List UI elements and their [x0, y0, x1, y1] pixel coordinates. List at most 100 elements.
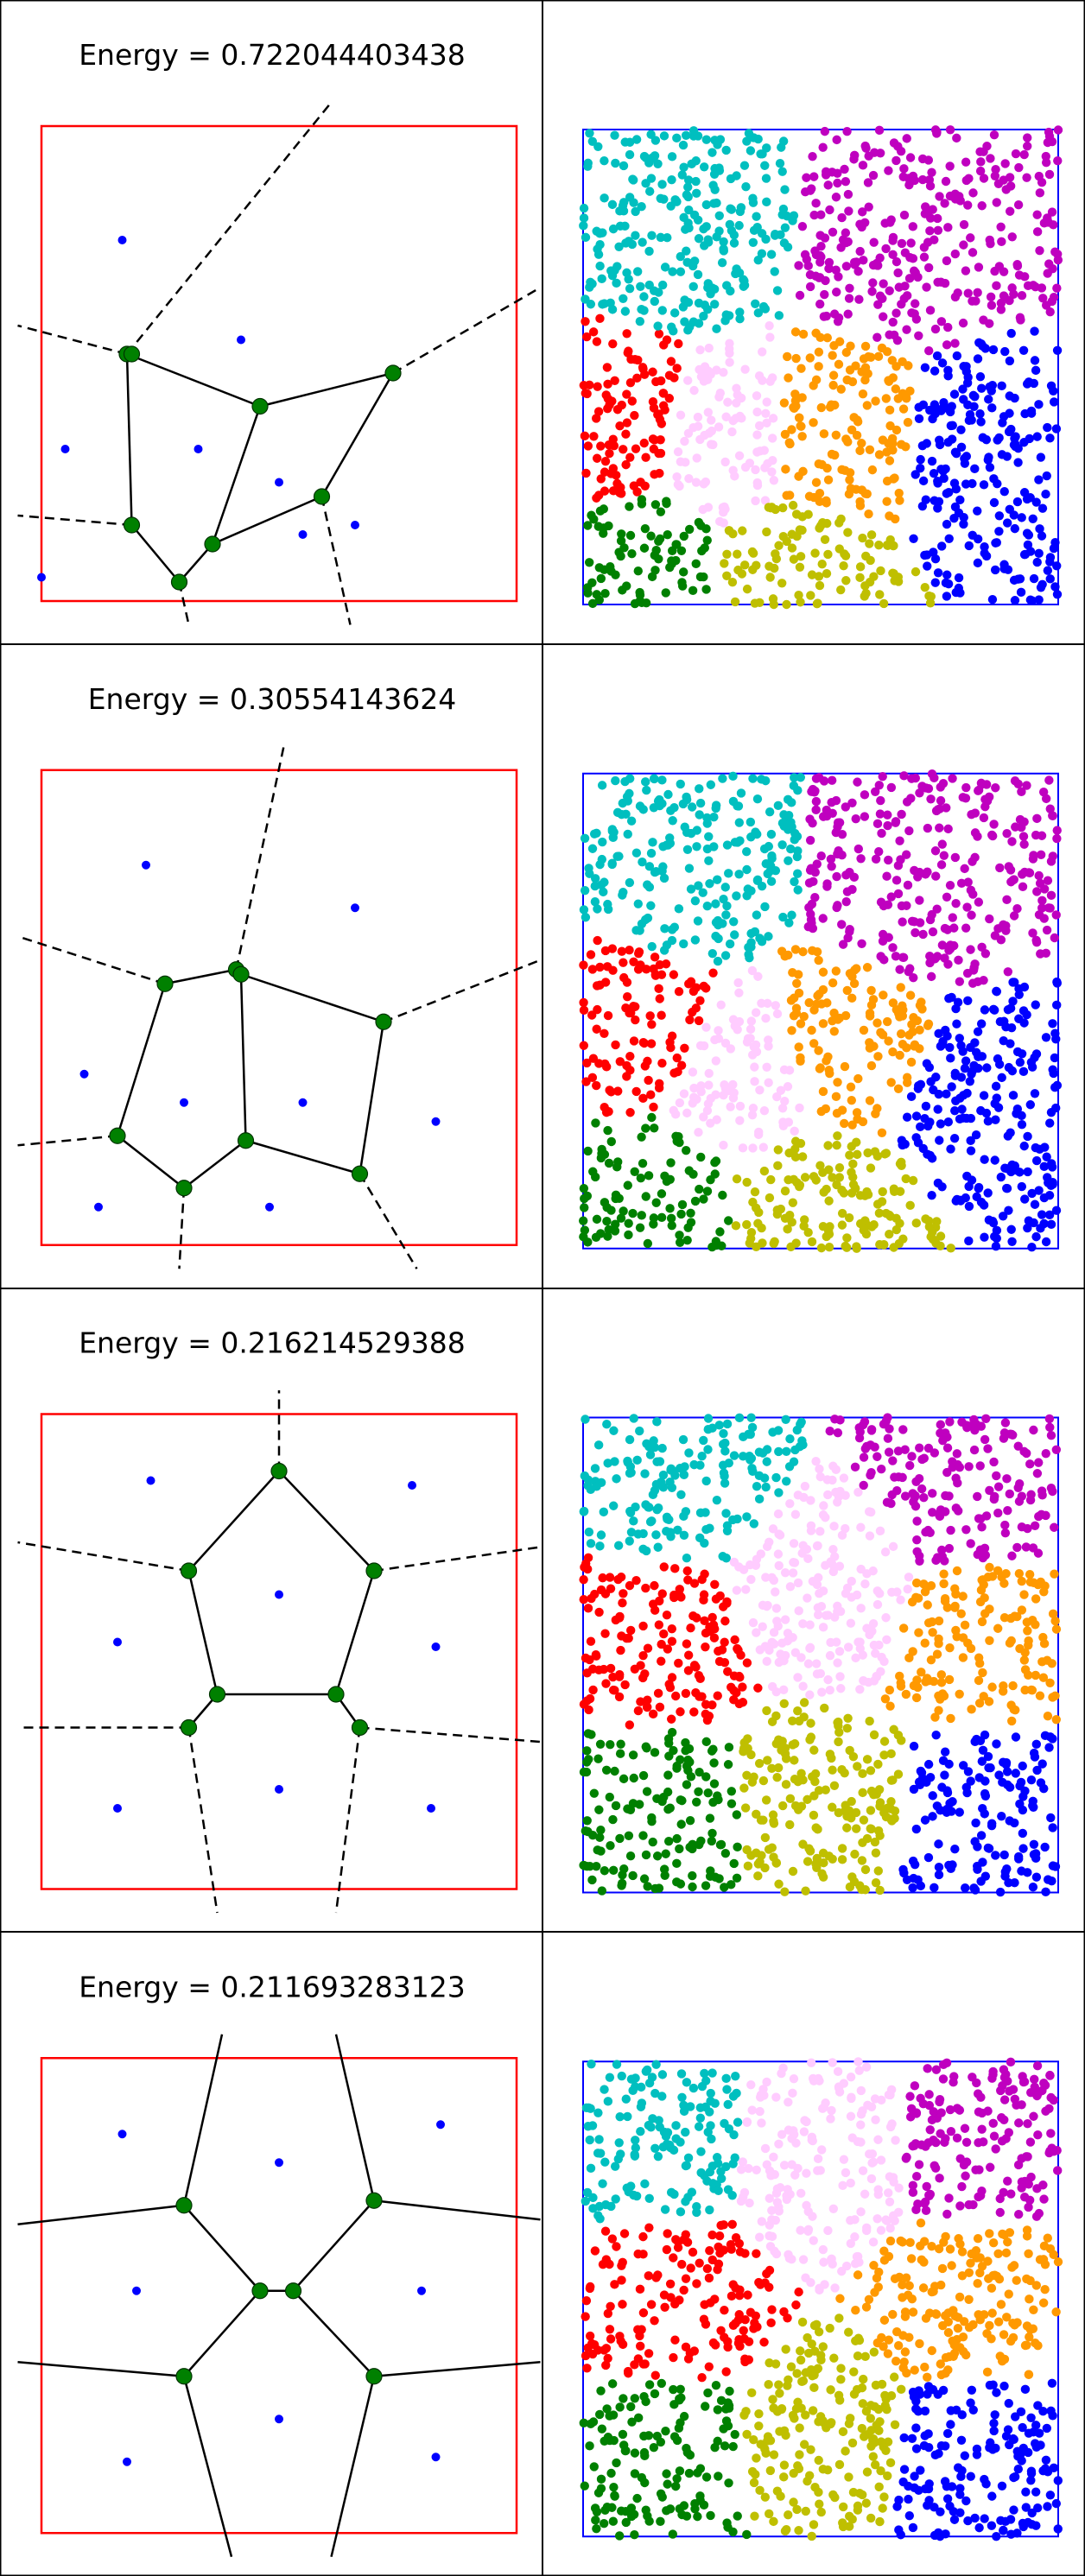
sample-point — [752, 1482, 762, 1491]
sample-point — [893, 268, 903, 278]
generator-point — [113, 1804, 122, 1813]
sample-point — [796, 773, 806, 782]
sample-point — [746, 928, 756, 939]
sample-point — [948, 421, 957, 430]
sample-point — [977, 1522, 987, 1532]
sample-point — [856, 2085, 866, 2096]
sample-point — [834, 2313, 844, 2323]
sample-point — [873, 1826, 884, 1836]
sample-point — [805, 353, 815, 363]
sample-point — [690, 896, 701, 906]
sample-point — [679, 162, 688, 172]
sample-point — [957, 2181, 967, 2192]
sample-point — [720, 1478, 730, 1488]
sample-point — [920, 2406, 930, 2416]
sample-point — [786, 2362, 796, 2371]
sample-point — [608, 224, 619, 234]
sample-point — [847, 1813, 856, 1823]
sample-point — [657, 1796, 667, 1807]
sample-point — [842, 1724, 853, 1733]
sample-point — [828, 351, 837, 360]
sample-point — [925, 952, 935, 961]
sample-point — [748, 1104, 758, 1113]
sample-point — [884, 855, 893, 865]
sample-point — [998, 2081, 1007, 2091]
sample-point — [650, 1442, 660, 1453]
sample-point — [804, 491, 815, 501]
sample-point — [655, 1457, 665, 1466]
sample-point — [718, 1460, 728, 1470]
voronoi-vertex — [123, 345, 141, 363]
sample-point — [754, 1447, 765, 1457]
sample-point — [815, 1464, 824, 1474]
sample-point — [945, 125, 955, 135]
sample-point — [605, 448, 614, 459]
sample-point — [667, 1031, 677, 1041]
sample-point — [667, 174, 676, 185]
voronoi-ray — [392, 286, 542, 375]
sample-point — [1019, 1655, 1030, 1665]
sample-point — [949, 389, 960, 399]
sample-point — [1020, 2384, 1031, 2395]
sample-point — [891, 308, 901, 318]
sample-point — [963, 200, 973, 210]
sample-point — [911, 1693, 922, 1703]
sample-point — [814, 347, 824, 357]
sample-point — [781, 2345, 790, 2354]
sample-point — [975, 147, 985, 156]
sample-point — [728, 1515, 738, 1525]
voronoi-panel: Energy = 0.722044403438 — [17, 38, 542, 625]
sample-point — [1030, 1089, 1040, 1098]
sample-point — [1031, 830, 1041, 840]
sample-point — [752, 407, 762, 417]
sample-point — [627, 549, 637, 559]
sample-point — [829, 1781, 840, 1791]
sample-point — [1006, 1225, 1016, 1234]
sample-point — [1028, 1543, 1038, 1553]
sample-point — [827, 797, 836, 807]
sample-point — [719, 895, 728, 904]
sample-point — [722, 840, 733, 850]
sample-point — [881, 244, 891, 254]
sample-point — [920, 583, 930, 592]
sample-point — [638, 805, 648, 814]
sample-point — [669, 2400, 679, 2409]
sample-point — [721, 910, 731, 920]
sample-point — [801, 2273, 810, 2282]
sample-point — [655, 415, 665, 424]
sample-point — [707, 948, 718, 959]
sample-point — [603, 1231, 612, 1241]
sample-point — [1032, 1469, 1043, 1478]
sample-point — [710, 1169, 720, 1179]
sample-point — [767, 1573, 777, 1583]
sample-point — [624, 1831, 634, 1840]
sample-point — [834, 1727, 844, 1737]
sample-point — [920, 2362, 930, 2372]
sample-point — [865, 1009, 875, 1018]
sample-point — [1026, 1490, 1036, 1499]
sample-point — [891, 876, 902, 885]
sample-point — [595, 1832, 605, 1842]
sample-point — [853, 2270, 863, 2280]
sample-point — [579, 1574, 588, 1585]
sample-point — [603, 379, 612, 389]
sample-point — [888, 1047, 898, 1057]
sample-point — [665, 2279, 676, 2288]
sample-point — [814, 955, 823, 965]
sample-point — [873, 1052, 883, 1061]
sample-point — [879, 279, 888, 288]
sample-point — [720, 1616, 730, 1626]
sample-point — [764, 2509, 774, 2519]
sample-point — [837, 1530, 847, 1541]
sample-point — [850, 1849, 860, 1859]
sample-point — [666, 806, 676, 815]
sample-point — [966, 1146, 976, 1155]
sample-point — [810, 1769, 821, 1779]
sample-point — [871, 1878, 881, 1888]
sample-point — [923, 561, 932, 571]
sample-point — [823, 2225, 833, 2236]
sample-point — [1023, 540, 1033, 550]
sample-point — [659, 1562, 669, 1572]
sample-point — [799, 1011, 809, 1022]
sample-point — [719, 368, 728, 377]
